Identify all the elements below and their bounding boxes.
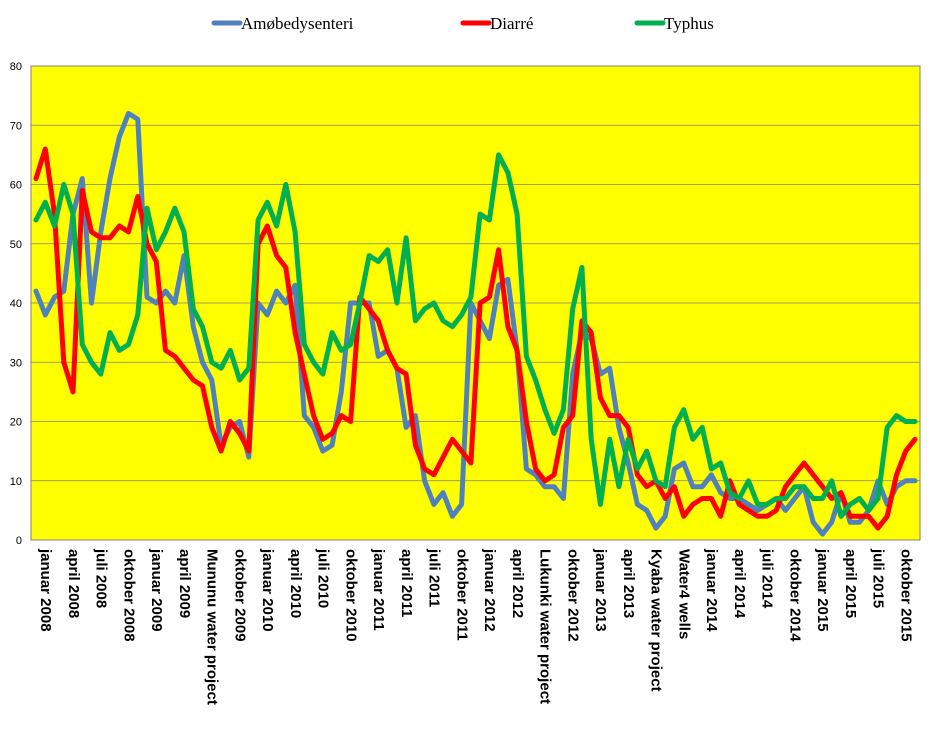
legend-label: Diarré [490, 14, 533, 33]
x-tick-label: april 2009 [176, 549, 193, 618]
x-tick-label: januar 2012 [481, 548, 498, 632]
legend-label: Typhus [664, 14, 714, 33]
x-tick-label: januar 2011 [370, 548, 387, 631]
x-tick-label: april 2011 [398, 549, 415, 617]
y-tick-label: 70 [10, 120, 22, 132]
x-tick-label: januar 2013 [592, 548, 609, 632]
x-tick-label: oktober 2011 [453, 549, 470, 641]
x-tick-label: juli 2014 [759, 548, 776, 609]
x-tick-label: januar 2009 [148, 548, 165, 632]
x-tick-label: oktober 2012 [564, 549, 581, 642]
x-tick-label: Kyaba water project [648, 549, 665, 692]
y-tick-label: 30 [10, 357, 22, 369]
y-tick-label: 60 [10, 180, 22, 192]
x-tick-label: Lukunki water project [537, 549, 554, 704]
y-tick-label: 20 [10, 417, 22, 429]
series-line-3 [33, 152, 918, 519]
x-tick-label: januar 2008 [37, 548, 54, 632]
x-tick-label: juli 2010 [315, 548, 332, 608]
x-axis: januar 2008 april 2008 juli 2008 oktober 20… [37, 548, 914, 705]
legend-label: Amøbedysenteri [241, 14, 354, 33]
x-tick-label: oktober 2010 [342, 549, 359, 642]
x-tick-label: oktober 2015 [897, 549, 914, 642]
y-tick-label: 40 [10, 298, 22, 310]
x-tick-label: juli 2008 [93, 548, 110, 608]
x-tick-label: april 2013 [620, 549, 637, 618]
x-tick-label: april 2014 [731, 549, 748, 619]
y-axis: 0 10 20 30 40 50 60 70 80 [10, 61, 22, 547]
series-line-2 [33, 146, 918, 531]
y-tick-label: 10 [10, 476, 22, 488]
y-tick-label: 0 [16, 535, 22, 547]
x-tick-label: Water4 wells [675, 549, 692, 639]
y-tick-label: 50 [10, 239, 22, 251]
x-tick-label: Mununu water project [204, 549, 221, 705]
y-tick-label: 80 [10, 61, 22, 73]
x-tick-label: oktober 2008 [120, 549, 137, 642]
series-lines [33, 110, 918, 537]
x-tick-label: januar 2010 [259, 548, 276, 632]
x-tick-label: juli 2011 [426, 548, 443, 607]
x-tick-label: april 2008 [65, 549, 82, 618]
x-tick-label: januar 2015 [814, 548, 831, 632]
x-tick-label: juli 2015 [870, 548, 887, 608]
x-tick-label: oktober 2009 [231, 549, 248, 642]
x-tick-label: oktober 2014 [786, 549, 803, 642]
x-tick-label: april 2015 [842, 549, 859, 618]
x-tick-label: april 2010 [287, 549, 304, 618]
x-tick-label: april 2012 [509, 549, 526, 618]
x-tick-label: januar 2014 [703, 548, 720, 632]
legend: Amøbedysenteri Diarré Typhus [211, 14, 714, 33]
